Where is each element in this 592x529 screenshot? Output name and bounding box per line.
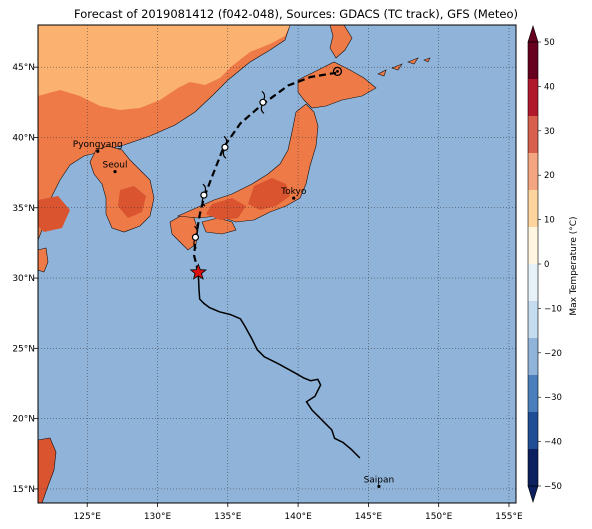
place-label: Saipan (364, 475, 395, 485)
colorbar-band (528, 153, 538, 191)
land-sakhalin (329, 25, 353, 59)
lat-tick-label: 30°N (12, 274, 35, 284)
place-label: Pyongyang (73, 140, 123, 150)
colorbar-band (528, 449, 538, 487)
colorbar-extend-bottom (527, 485, 539, 504)
place-label: Seoul (103, 161, 128, 171)
track-symbols (189, 66, 343, 280)
colorbar-band (528, 116, 538, 154)
lon-tick-label: 150°E (425, 512, 453, 522)
land-luzon (38, 437, 57, 503)
cyclone-symbol-icon (259, 90, 267, 114)
colorbar-band (528, 301, 538, 339)
place-marker (292, 196, 296, 200)
colorbar-band (528, 375, 538, 413)
lon-tick-label: 125°E (74, 512, 102, 522)
place-label: Tokyo (280, 187, 307, 197)
colorbar-band (528, 190, 538, 228)
place-marker (377, 484, 381, 489)
colorbar: 50 40 30 20 10 0 −10 −20 −30 −40 −50 (527, 24, 562, 504)
cyclone-symbol-icon (221, 135, 229, 159)
colorbar-tick-label: −20 (544, 349, 562, 359)
hot-region-south-honshu (206, 198, 246, 220)
colorbar-tick-label: −40 (544, 438, 562, 448)
hot-region-korea (118, 186, 146, 218)
extratropical-symbol-icon (332, 66, 343, 77)
place-marker (96, 149, 100, 153)
forecast-track-line (192, 71, 337, 273)
lat-tick-label: 45°N (12, 63, 35, 73)
colorbar-tick-label: 10 (544, 216, 555, 226)
colorbar-tick-label: 0 (544, 260, 549, 270)
lon-tick-label: 155°E (495, 512, 523, 522)
land-kuril-islands (377, 57, 431, 77)
lon-tick-label: 130°E (144, 512, 172, 522)
extratropical-center-icon (336, 69, 339, 73)
colorbar-band (528, 412, 538, 450)
colorbar-tick-label: −30 (544, 393, 562, 403)
map-title: Forecast of 2019081412 (f042-048), Sourc… (74, 7, 518, 21)
colorbar-tick-label: 20 (544, 171, 555, 181)
colorbar-band (528, 227, 538, 265)
colorbar-band (528, 264, 538, 302)
colorbar-tick-label: −10 (544, 304, 562, 314)
land-taiwan (38, 247, 49, 273)
lon-tick-label: 140°E (284, 512, 312, 522)
colorbar-band (528, 79, 538, 117)
storm-position-star-icon (189, 263, 207, 280)
cyclone-symbol-icon (191, 225, 200, 249)
lon-tick-label: 145°E (355, 512, 383, 522)
cyclone-symbol-icon (200, 183, 208, 207)
colorbar-tick-label: 50 (544, 38, 555, 48)
hot-region-china-coast (38, 196, 70, 232)
lat-tick-label: 25°N (12, 344, 35, 354)
map-frame (37, 24, 517, 504)
lon-tick-label: 135°E (214, 512, 242, 522)
lat-tick-label: 20°N (12, 415, 35, 425)
colorbar-label: Max Temperature (°C) (569, 216, 579, 315)
colorbar-band (528, 42, 538, 80)
colorbar-tick-label: 40 (544, 82, 555, 92)
lat-tick-label: 35°N (12, 204, 35, 214)
tracks (192, 71, 361, 459)
place-marker (113, 170, 117, 174)
hot-region-kanto (248, 178, 290, 210)
land-hokkaido (297, 61, 377, 109)
colorbar-tick-label: 30 (544, 127, 555, 137)
axis-ticks: 125°E 130°E 135°E 140°E 145°E 150°E 155°E 15°N 2… (12, 63, 523, 522)
colorbar-tick-label: −50 (544, 482, 562, 492)
colorbar-extend-top (527, 24, 539, 43)
observed-track-line (197, 272, 361, 459)
lat-tick-label: 15°N (12, 485, 35, 495)
land-asia-inland-warm (38, 25, 290, 110)
place-labels: Pyongyang Seoul Tokyo Saipan (73, 140, 395, 489)
colorbar-band (528, 338, 538, 376)
lat-tick-label: 40°N (12, 133, 35, 143)
